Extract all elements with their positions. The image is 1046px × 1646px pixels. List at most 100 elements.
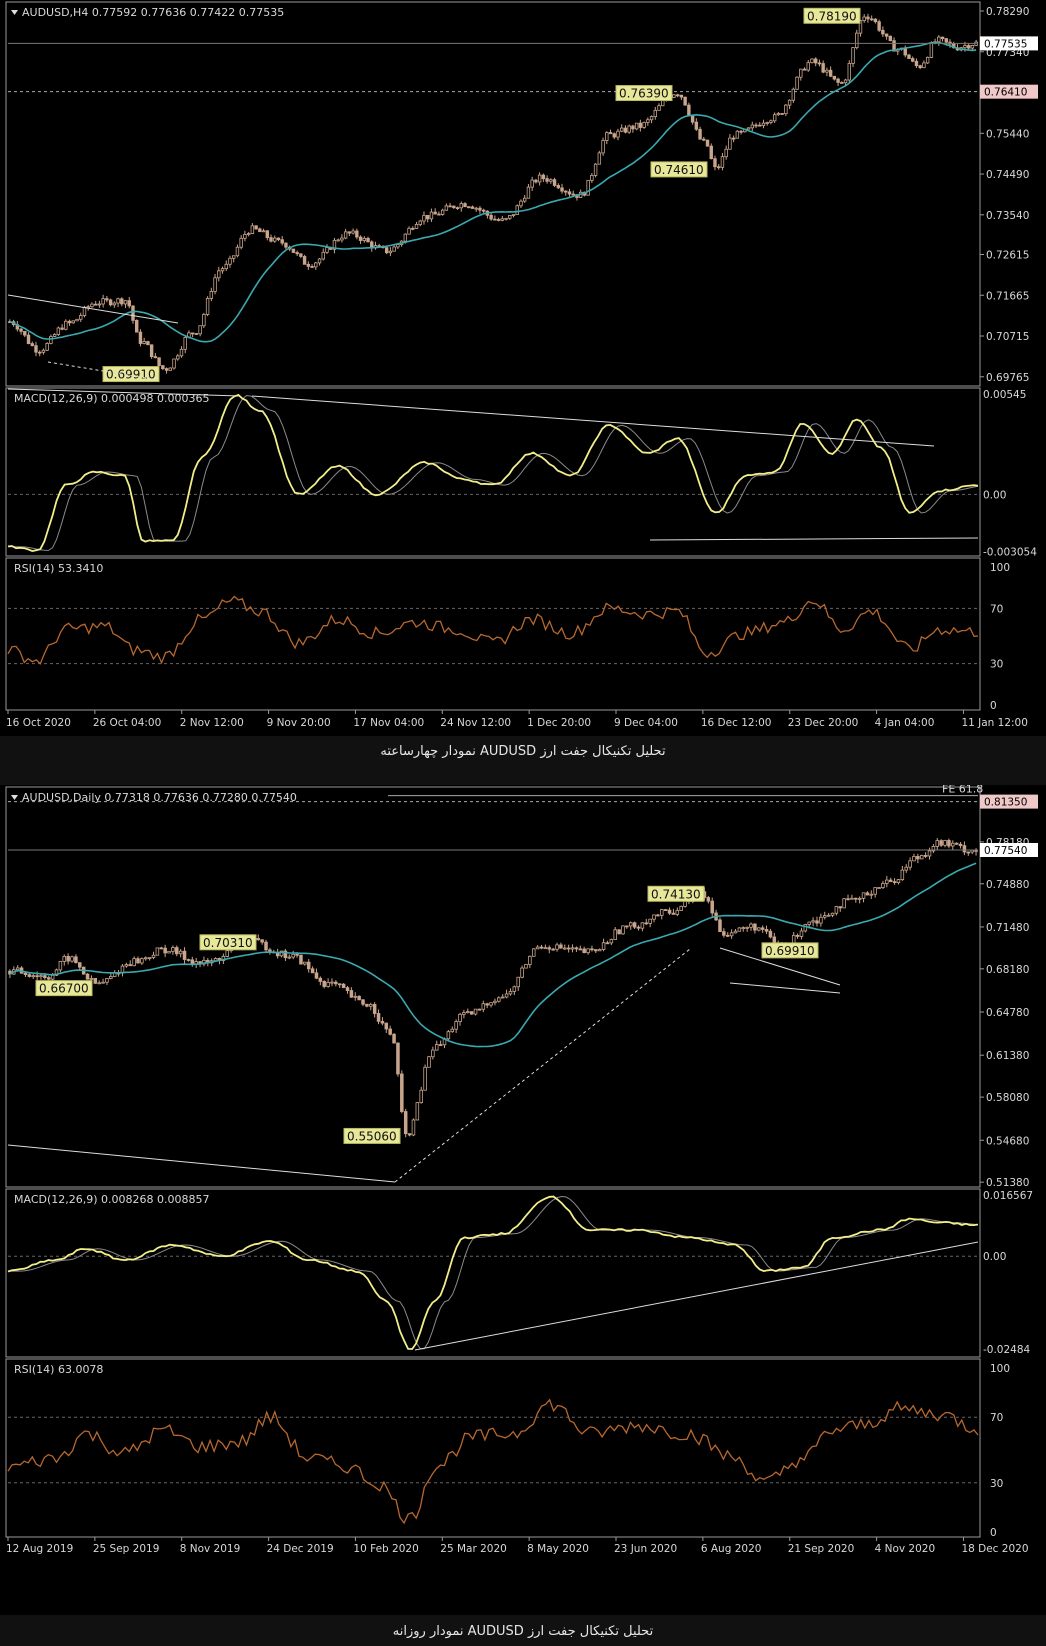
price-tick-label: 0.74490: [986, 169, 1029, 181]
price-tick-label: 0.72615: [986, 249, 1029, 261]
candle-body: [351, 230, 355, 234]
candle-body: [426, 214, 430, 220]
candle-body: [675, 910, 680, 915]
candle-body: [927, 850, 932, 857]
candle-body: [450, 1028, 455, 1033]
candle-body: [225, 950, 229, 957]
candle-body: [470, 206, 475, 209]
candle-body: [15, 967, 20, 971]
candle-body: [23, 972, 28, 976]
candle-body: [403, 1111, 408, 1135]
candle-body: [768, 930, 773, 938]
candle-body: [303, 961, 307, 965]
candle-body: [411, 1119, 416, 1136]
candle-body: [780, 113, 784, 115]
candle-body: [657, 105, 661, 111]
candle-body: [713, 158, 717, 168]
annotation-label: 0.69910: [765, 944, 815, 958]
fe-label: FE 61.8: [942, 785, 983, 796]
candle-body: [116, 298, 120, 304]
date-label: 1 Dec 20:00: [527, 717, 591, 729]
candle-body: [269, 237, 273, 242]
level-label: 0.81350: [984, 797, 1027, 809]
candle-body: [79, 315, 83, 320]
candle-body: [478, 207, 482, 211]
candle-body: [925, 56, 930, 64]
candle-body: [733, 930, 738, 934]
candle-body: [524, 964, 528, 969]
candle-body: [731, 137, 736, 140]
candle-body: [821, 63, 825, 73]
candle-body: [355, 230, 359, 238]
candle-body: [167, 950, 171, 954]
candle-body: [54, 969, 59, 976]
candle-body: [586, 179, 590, 196]
price-tick-label: 0.58080: [986, 1092, 1029, 1104]
candle-body: [644, 922, 649, 925]
current-price-box: [980, 842, 1038, 857]
candle-body: [840, 82, 844, 84]
candle-body: [56, 327, 61, 335]
current-price-label: 0.77540: [984, 845, 1027, 857]
candle-body: [746, 127, 751, 130]
candle-body: [467, 206, 471, 209]
candle-body: [123, 300, 128, 305]
candle-body: [687, 104, 691, 116]
candle-body: [365, 1003, 369, 1007]
candle-body: [179, 348, 184, 357]
panel-frame: [5, 1, 981, 387]
date-label: 6 Aug 2020: [701, 1543, 762, 1555]
macd-trend-line: [649, 537, 979, 541]
candle-body: [466, 1011, 470, 1014]
macd-tick-label: -0.02484: [983, 1344, 1031, 1356]
trend-line: [7, 1144, 396, 1183]
candle-body: [407, 227, 411, 235]
candle-body: [515, 205, 519, 215]
date-label: 4 Nov 2020: [875, 1543, 936, 1555]
candle-body: [361, 999, 365, 1005]
candle-body: [679, 905, 683, 911]
candle-body: [131, 305, 135, 321]
annotation-box: [803, 7, 861, 24]
candle-body: [287, 956, 292, 959]
candle-body: [67, 320, 72, 324]
candle-body: [58, 960, 63, 971]
candle-body: [384, 247, 389, 254]
candle-body: [295, 953, 299, 956]
candle-body: [246, 233, 251, 235]
candle-body: [353, 995, 358, 998]
candle-body: [330, 981, 334, 984]
candle-body: [962, 845, 967, 853]
candle-body: [720, 156, 725, 168]
annotation-box: [650, 161, 708, 178]
candle-body: [608, 132, 613, 135]
candle-body: [337, 983, 342, 986]
candle-body: [380, 1020, 385, 1024]
candle-body: [892, 40, 896, 52]
panel-frame: [5, 786, 981, 1188]
candle-body: [907, 54, 911, 59]
candle-body: [605, 132, 609, 141]
candle-body: [306, 961, 311, 970]
rsi-tick-label: 0: [990, 1527, 997, 1539]
candle-body: [799, 930, 804, 937]
candle-body: [46, 977, 51, 980]
candle-body: [400, 1073, 404, 1112]
candle-body: [861, 892, 866, 899]
candle-body: [140, 958, 144, 964]
candle-body: [182, 950, 187, 960]
candle-body: [23, 330, 27, 336]
candle-body: [190, 332, 195, 335]
current-price-label: 0.77535: [984, 38, 1027, 50]
candle-body: [571, 193, 575, 196]
candle-body: [82, 306, 87, 316]
annotation-box: [761, 942, 819, 959]
candle-body: [511, 214, 516, 216]
candle-body: [940, 36, 945, 39]
candle-body: [620, 127, 624, 132]
date-label: 12 Aug 2019: [6, 1543, 73, 1555]
candle-body: [213, 277, 217, 292]
price-tick-label: 0.51380: [986, 1177, 1029, 1189]
candle-body: [970, 44, 975, 49]
panel-frame: [5, 1188, 981, 1358]
